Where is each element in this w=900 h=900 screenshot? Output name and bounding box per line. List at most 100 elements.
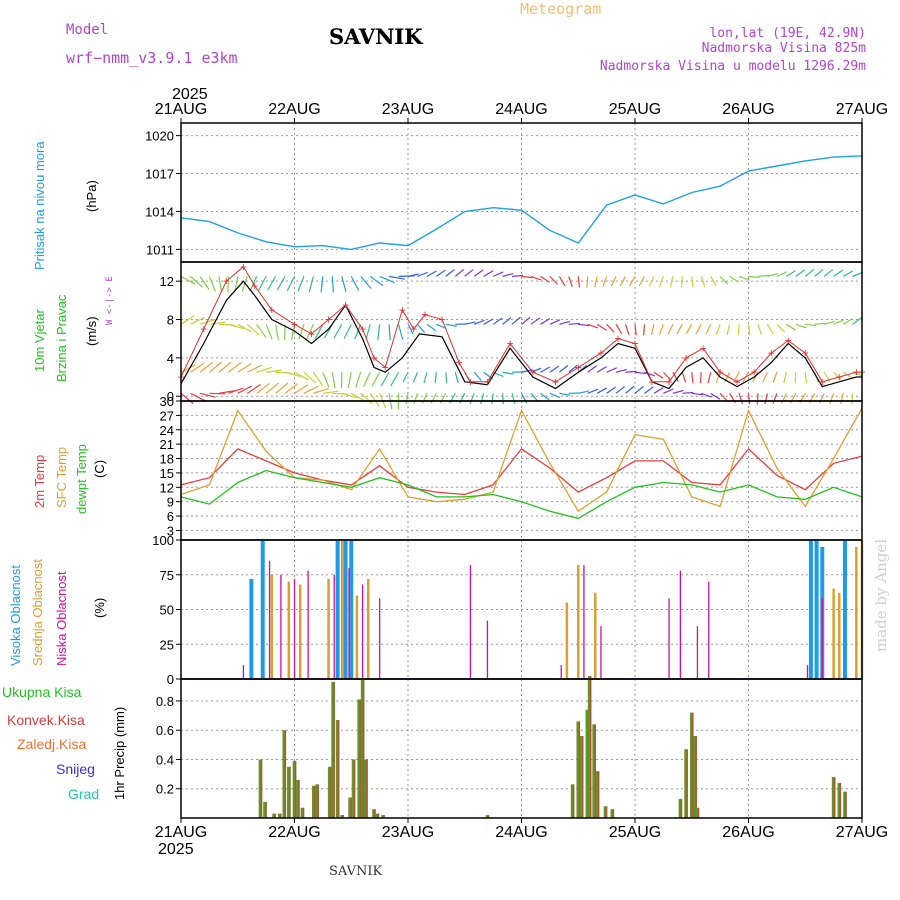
wind-arrow [180, 275, 196, 285]
y-tick-label: 100 [152, 533, 174, 548]
y-tick-label: 0.2 [156, 782, 174, 797]
wind-arrow [284, 383, 299, 394]
wind-arrow [781, 393, 787, 404]
wind-arrow [303, 371, 317, 384]
wind-arrow [388, 324, 391, 341]
precip-conv-bar [839, 782, 842, 818]
wind-arrow [662, 371, 672, 381]
wind-gust-marker: + [484, 375, 491, 389]
wind-arrow [568, 364, 578, 373]
wind-arrow [568, 276, 573, 288]
wind-arrow [405, 393, 409, 405]
wind-arrow [852, 271, 864, 277]
precip-bar [315, 784, 319, 818]
wind-arrow [814, 322, 826, 325]
wind-arrow [540, 366, 551, 373]
precip-conv-bar [284, 730, 287, 818]
wind-gust-marker: + [802, 346, 809, 360]
precip-conv-bar [289, 766, 291, 818]
wind-arrow [275, 382, 289, 394]
precip-legend-item: Konvek.Kisa [7, 712, 85, 728]
cloud-ylabel: (%) [92, 598, 107, 618]
precip-bar [287, 766, 291, 818]
wind-arrow [681, 276, 683, 288]
wind-arrow [587, 323, 599, 329]
wind-arrow [306, 324, 314, 340]
wind-arrow [237, 363, 252, 373]
precip-bar [831, 777, 836, 818]
wind-arrow [421, 393, 428, 404]
precip-conv-bar [833, 777, 836, 818]
wind-gust-marker: + [251, 279, 258, 293]
wind-arrow [772, 372, 778, 383]
wind-arrow [180, 392, 194, 405]
year-top: 2025 [172, 86, 208, 103]
wind-arrow [258, 276, 267, 291]
y-tick-label: 0.4 [156, 752, 174, 767]
wind-arrow [794, 372, 797, 384]
wind-arrow [369, 392, 380, 407]
wind-arrow [377, 324, 381, 341]
wind-arrow [464, 321, 476, 325]
wind-arrow [436, 269, 446, 277]
wind-arrow [228, 323, 244, 330]
wind-arrow [559, 320, 571, 325]
wind-arrow [322, 372, 330, 388]
date-axes: 21AUG 21AUG 22AUG 22AUG 23AUG 23AUG 24AUG 24AUG… [155, 101, 888, 841]
precip-bar [360, 679, 365, 818]
precip-bar [595, 771, 600, 818]
wind-arrow [786, 323, 796, 331]
y-tick-label: 27 [160, 408, 174, 423]
wind-arrow [265, 324, 273, 340]
cloud-bar [268, 560, 271, 679]
y-tick-label: 0.6 [156, 723, 174, 738]
cloud-bar [814, 540, 819, 679]
precip-bar [348, 797, 352, 818]
precip-bar [579, 736, 584, 818]
wind-arrow [322, 390, 339, 394]
precip-conv-bar [691, 712, 694, 818]
cloud-bar [560, 665, 562, 679]
wind-gust-marker: + [683, 351, 690, 365]
precip-bar [292, 760, 297, 818]
wind-arrow [578, 390, 590, 394]
wind-arrow [695, 324, 702, 335]
wind-arrow [719, 392, 729, 402]
date-label-bottom: 22AUG [268, 824, 320, 841]
wind-arrow [426, 323, 437, 332]
wind-arrow [355, 372, 362, 388]
precip-conv-bar [697, 807, 700, 818]
cloud-bar [838, 592, 841, 679]
wind-gust-marker: + [666, 375, 673, 389]
y-tick-label: 15 [160, 466, 174, 481]
wind-arrow [634, 371, 646, 375]
wind-arrow [776, 271, 788, 277]
wind-arrow [350, 392, 366, 402]
precip-conv-bar [362, 679, 365, 818]
precip-bar [678, 798, 683, 818]
temp-ylabel: (C) [92, 460, 107, 478]
wind-arrow [390, 371, 400, 387]
wind-gust-marker: + [291, 317, 298, 331]
cloud-bar [280, 574, 282, 679]
cloud-title-low: Niska Oblacnost [54, 571, 69, 666]
wind-gust-marker: + [342, 298, 349, 312]
wind-arrow [650, 324, 655, 336]
y-tick-label: 9 [167, 495, 174, 510]
y-tick-label: 1014 [145, 204, 174, 219]
precip-bar [592, 724, 596, 818]
temp-series-0 [180, 447, 863, 496]
cloud-bar [327, 578, 330, 679]
wind-arrow [540, 275, 550, 283]
wind-arrow [638, 276, 645, 287]
precip-conv-bar [329, 766, 332, 818]
wind-arrow [423, 372, 428, 384]
precip-bar [272, 813, 276, 818]
wind-arrow [767, 272, 779, 277]
precip-bar [689, 712, 694, 818]
panel-precip: 0.2 0.4 0.6 0.8 Ukupna Kisa Konvek.Kisa Zaledj… [2, 676, 863, 819]
wind-arrow [308, 276, 314, 292]
temp-series-2 [180, 469, 863, 520]
precip-bar [603, 806, 608, 818]
precip-conv-bar [680, 798, 683, 818]
